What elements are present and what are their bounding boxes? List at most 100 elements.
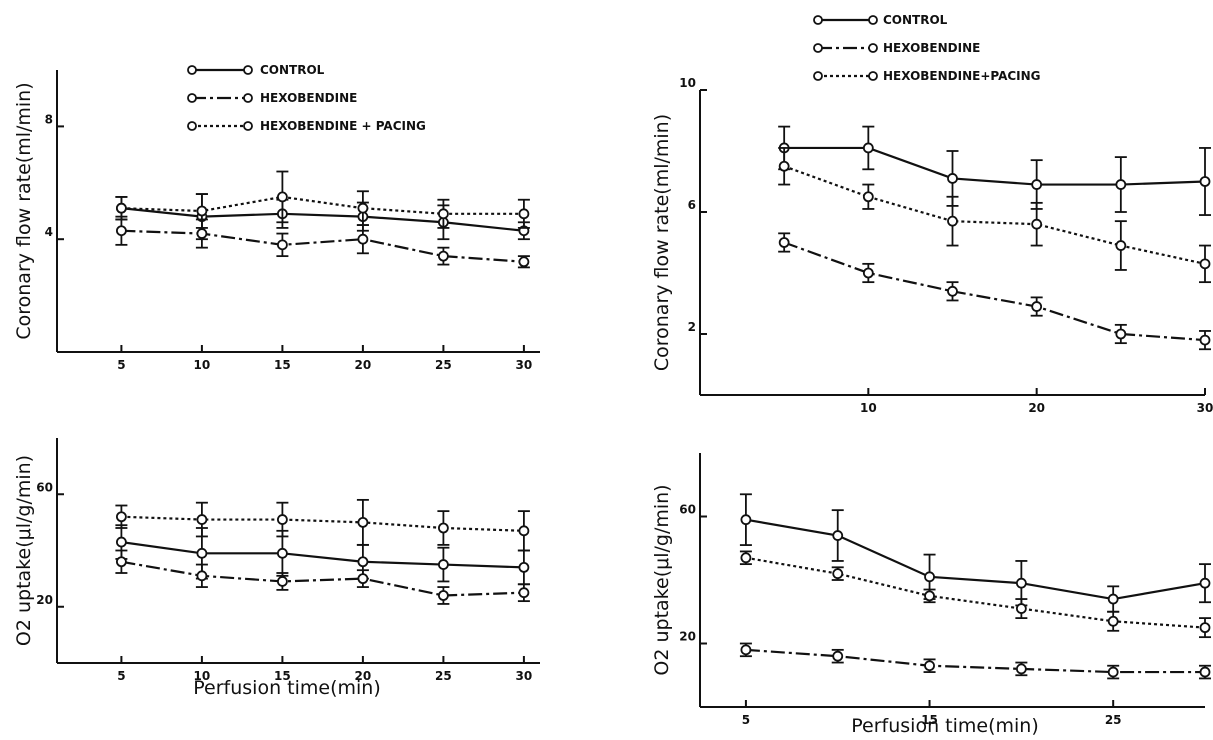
data-point [924,571,935,583]
data-point [1015,663,1027,675]
legend-marker [187,93,197,103]
legend-marker [813,43,823,53]
legend-item-control: CONTROL [813,13,948,27]
series-control [115,524,530,586]
legend-marker [813,15,823,25]
data-point [1115,328,1127,340]
data-point [862,142,874,154]
series-hexobendine [115,215,530,269]
series-line [121,560,524,597]
legend-marker [187,121,197,131]
x-tick-label: 5 [742,713,750,727]
legend-marker [243,93,253,103]
data-point [924,660,935,672]
legend-marker [187,65,197,75]
series-line [121,229,524,263]
x-axis-label: Perfusion time(min) [193,677,380,699]
legend-item-hexobendine-pacing: HEXOBENDINE+PACING [813,69,1041,83]
data-point [196,570,208,582]
x-tick-label: 30 [516,358,533,372]
data-point [862,267,874,279]
data-point [832,650,844,662]
x-tick-label: 10 [194,669,211,683]
series-hexobendine-pacing [115,498,530,552]
data-point [437,559,449,570]
series-line [745,518,1206,601]
data-point [862,191,874,203]
series-hexobendine [778,232,1211,351]
data-point [116,536,127,548]
data-point [1031,179,1043,190]
data-point [437,522,449,534]
data-point [1031,218,1043,230]
series-control [778,125,1211,216]
data-point [437,208,449,220]
data-point [740,552,752,564]
data-point [1199,666,1211,678]
x-tick-label: 15 [274,358,291,372]
x-tick-label: 30 [1197,401,1213,415]
series-hexobendine [739,642,1211,680]
data-point [518,587,530,599]
series-hexobendine-pacing [739,550,1211,639]
x-tick-label: 20 [1028,401,1045,415]
x-tick-label: 5 [117,358,125,372]
data-point [1107,593,1119,605]
series-line [121,515,524,532]
data-point [196,547,208,559]
data-point [1015,603,1027,614]
x-tick-label: 10 [194,358,211,372]
series-control [739,493,1211,613]
data-point [276,576,288,587]
data-point [357,573,369,585]
legend-marker [868,71,878,81]
y-tick-label: 20 [36,593,53,607]
x-tick-label: 25 [435,358,452,372]
x-tick-label: 20 [355,358,372,372]
series-line [745,648,1205,674]
data-point [1031,301,1043,312]
data-point [1199,334,1211,346]
data-point [1107,615,1119,627]
legend-right: CONTROL HEXOBENDINE HEXOBENDINE+PACING [813,13,1041,83]
data-point [437,590,449,601]
data-point [437,250,449,262]
legend-label-hexobendine: HEXOBENDINE [260,91,357,105]
data-point [947,215,958,227]
data-point [196,205,208,217]
data-point [357,233,369,245]
data-point [357,202,369,214]
x-tick-label: 30 [516,669,533,683]
data-point [947,173,958,184]
data-point [778,160,790,172]
data-point [116,556,127,568]
series-hexobendine [115,549,530,605]
data-point [832,530,844,541]
data-point [196,228,208,239]
legend-item-hexobendine: HEXOBENDINE [187,91,357,105]
series-line [783,241,1206,342]
y-tick-label: 60 [679,503,696,517]
x-tick-label: 20 [355,669,372,683]
data-point [276,547,288,559]
legend-marker [868,43,878,53]
y-axis-label: Coronary flow rate(ml/min) [13,82,35,339]
y-tick-label: 60 [36,480,53,494]
legend-item-hexobendine: HEXOBENDINE [813,41,980,55]
data-point [518,208,530,220]
data-point [1015,577,1027,589]
y-tick-label: 20 [679,630,696,644]
data-point [116,202,127,214]
panel-bottom-right: 5 15 25 20 60 O2 uptake(μl/g/min) Perfusion ti… [651,453,1211,737]
y-tick-label: 2 [688,320,696,334]
x-tick-label: 25 [1105,713,1122,727]
legend-label-hexobendine-pacing: HEXOBENDINE + PACING [260,119,426,133]
y-axis-label: O2 uptake(μl/g/min) [13,455,35,646]
data-point [1115,240,1127,251]
legend-item-control: CONTROL [187,63,325,77]
legend-item-hexobendine-pacing: HEXOBENDINE + PACING [187,119,426,133]
legend-label-control: CONTROL [260,63,325,77]
data-point [947,285,958,297]
